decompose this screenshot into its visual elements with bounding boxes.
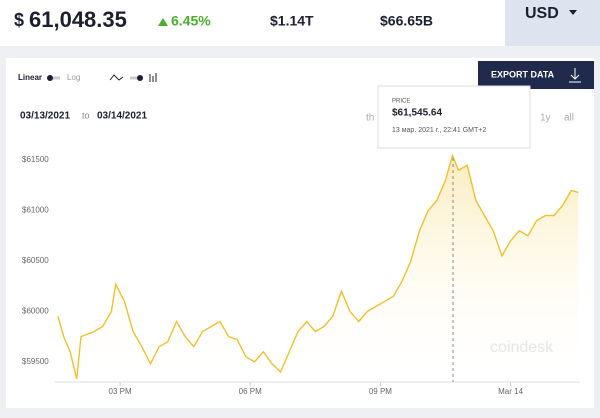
y-tick-label: $60500 [22, 256, 49, 265]
date-from[interactable]: 03/13/2021 [20, 111, 70, 122]
currency-box[interactable] [505, 0, 600, 46]
currency-symbol: $ [14, 10, 24, 30]
y-tick-label: $60000 [22, 307, 49, 316]
range-button[interactable]: th [366, 113, 374, 124]
range-button[interactable]: 1y [540, 113, 551, 124]
y-tick-label: $61500 [22, 155, 49, 164]
watermark: coindesk [490, 339, 554, 356]
toggle-knob[interactable] [47, 75, 53, 81]
toggle-knob[interactable] [137, 75, 143, 81]
range-button[interactable]: all [564, 113, 574, 124]
up-arrow [158, 18, 168, 26]
caret [569, 10, 577, 15]
x-tick-label: 03 PM [109, 387, 132, 396]
market-cap: $1.14T [270, 13, 314, 29]
tooltip-label: PRICE [392, 99, 410, 105]
header-bar [0, 0, 600, 46]
line [57, 153, 579, 380]
currency: USD [525, 5, 559, 22]
download-icon [569, 68, 581, 83]
area [58, 155, 579, 382]
change: 6.45% [171, 13, 211, 29]
y-tick-label: $59500 [22, 357, 49, 366]
volume: $66.65B [380, 13, 433, 29]
x-tick-label: 09 PM [369, 387, 392, 396]
x-tick-label: 06 PM [239, 387, 262, 396]
bar-icon[interactable] [149, 73, 157, 82]
price: 61,048.35 [29, 7, 127, 32]
plot: $59500 $60000 $60500 $61000 $61500 03 PM 06 PM… [22, 153, 580, 396]
line-icon[interactable] [109, 74, 124, 81]
log-toggle[interactable]: Log [67, 73, 80, 82]
tooltip-time: 13 мар. 2021 г., 22:41 GMT+2 [392, 127, 486, 134]
date-sep: to [82, 110, 90, 120]
tooltip [377, 85, 531, 149]
date-to[interactable]: 03/14/2021 [97, 111, 147, 122]
export-label: EXPORT DATA [491, 69, 555, 79]
tooltip-price: $61,545.64 [392, 108, 442, 119]
x-tick-label: Mar 14 [498, 387, 523, 396]
linear-toggle[interactable]: Linear [18, 73, 42, 82]
y-tick-label: $61000 [22, 206, 49, 215]
